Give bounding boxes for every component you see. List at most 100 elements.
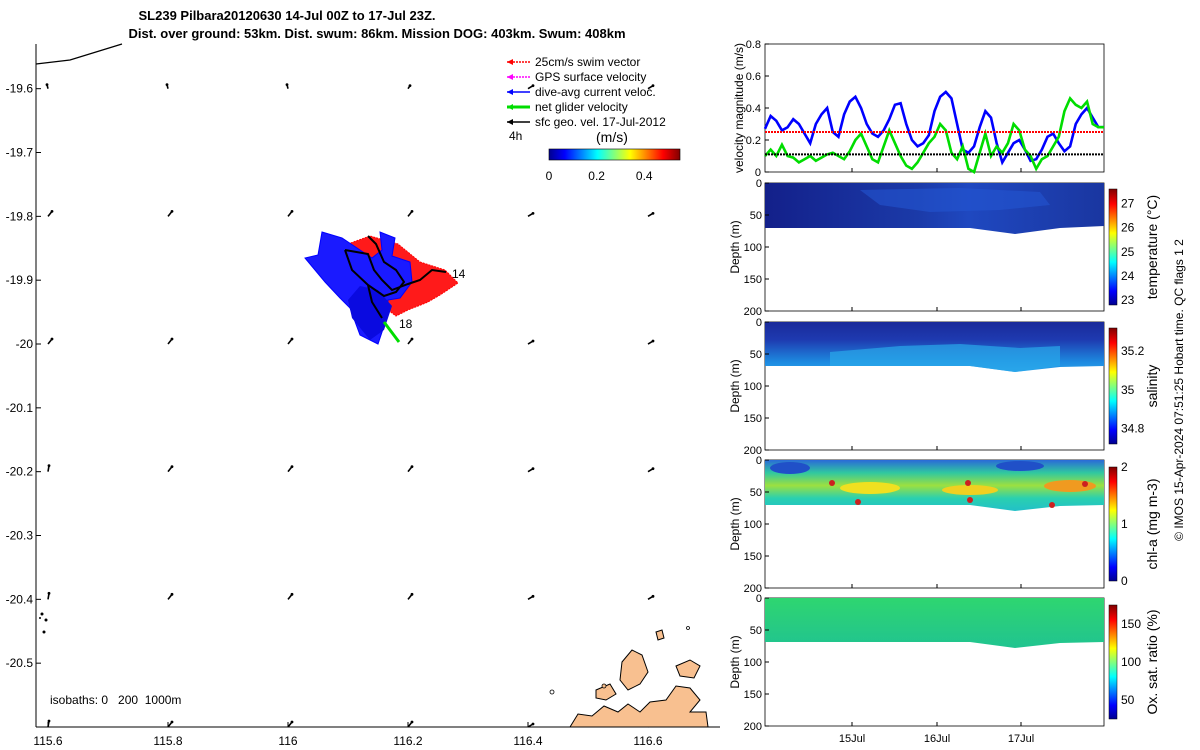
depth-tick-label: 150 <box>744 413 762 425</box>
speed-colorbar-tick: 0.4 <box>636 169 653 183</box>
salinity-panel <box>764 321 1118 451</box>
depth-tick-label: 150 <box>744 274 762 286</box>
colorbar-label: chl-a (mg m-3) <box>1144 478 1160 569</box>
net-glider-velocity-arrow <box>382 321 401 343</box>
geo-velocity-arrowhead <box>165 83 169 87</box>
depth-tick-label: 0 <box>756 178 762 190</box>
geo-velocity-arrowhead <box>170 465 174 469</box>
depth-tick-label: 50 <box>750 487 762 499</box>
depth-axis-label: Depth (m) <box>728 359 742 412</box>
depth-tick-label: 100 <box>744 381 762 393</box>
geo-velocity-arrowhead <box>290 337 294 341</box>
depth-tick-label: 200 <box>744 583 762 595</box>
depth-tick-label: 200 <box>744 445 762 457</box>
velocity-ytick-label: 0 <box>755 167 761 179</box>
depth-axis-label: Depth (m) <box>728 635 742 688</box>
velocity-ytick-label: 0.8 <box>746 39 761 51</box>
velocity-series-line <box>764 96 1104 174</box>
time-tick-label: 16Jul <box>924 733 950 745</box>
chlorophyll-panel <box>764 459 1118 589</box>
geo-velocity-arrowhead <box>290 465 294 469</box>
geo-velocity-arrowhead <box>170 592 174 596</box>
colorbar-label: temperature (°C) <box>1144 195 1160 299</box>
colorbar-tick-label: 1 <box>1121 517 1128 531</box>
depth-tick-label: 50 <box>750 625 762 637</box>
velocity-ylabel: velocity magnitude (m/s) <box>732 43 746 173</box>
temperature-colorbar <box>1108 188 1118 306</box>
map-xtick-label: 116.2 <box>393 734 422 748</box>
temperature-warm-patch <box>860 188 1050 212</box>
colorbar-tick-label: 50 <box>1121 693 1135 707</box>
legend-swatch-head <box>507 89 513 95</box>
colorbar-tick-label: 25 <box>1121 245 1135 259</box>
colorbar-tick-label: 23 <box>1121 293 1135 307</box>
chlorophyll-section <box>765 460 1104 511</box>
geo-velocity-arrowhead <box>410 720 414 724</box>
legend-swatch-head <box>507 119 513 125</box>
geo-velocity-arrowhead <box>531 467 535 471</box>
side-note: © IMOS 15-Apr-2024 07:51:25 Hobart time.… <box>1172 239 1186 541</box>
colorbar-tick-label: 0 <box>1121 574 1128 588</box>
geo-velocity-arrowhead <box>651 467 655 471</box>
depth-tick-label: 0 <box>756 317 762 329</box>
map-xtick-label: 115.8 <box>153 734 182 748</box>
geo-velocity-arrowhead <box>170 209 174 213</box>
depth-tick-label: 150 <box>744 551 762 563</box>
velocity-ytick-label: 0.2 <box>746 135 761 147</box>
geo-velocity-arrowhead <box>47 591 51 595</box>
chlorophyll-colorbar <box>1108 466 1118 582</box>
legend-swatch-head <box>507 104 513 110</box>
geo-velocity-arrowhead <box>651 84 655 88</box>
geo-velocity-arrowhead <box>50 209 54 213</box>
velocity-ytick-label: 0.6 <box>746 71 761 83</box>
colorbar-tick-label: 100 <box>1121 655 1141 669</box>
depth-axis-label: Depth (m) <box>728 497 742 550</box>
track-line <box>344 235 447 319</box>
colorbar-tick-label: 26 <box>1121 221 1135 235</box>
geo-velocity-arrowhead <box>410 592 414 596</box>
track-label-end: 18 <box>399 317 413 331</box>
geo-velocity-arrowhead <box>651 339 655 343</box>
depth-tick-label: 100 <box>744 519 762 531</box>
legend-units: (m/s) <box>596 129 628 145</box>
speed-colorbar-tick: 0.2 <box>588 169 605 183</box>
colorbar-label: Ox. sat. ratio (%) <box>1144 609 1160 714</box>
isobaths-label: isobaths: 0 200 1000m <box>50 693 181 707</box>
geo-velocity-arrows <box>45 83 655 728</box>
geo-velocity-arrowhead <box>531 211 535 215</box>
map-xtick-label: 116 <box>278 734 297 748</box>
map-ytick-label: -20.3 <box>6 529 34 543</box>
depth-tick-label: 50 <box>750 210 762 222</box>
oxygen-colorbar <box>1108 604 1118 720</box>
legend-swatch-head <box>507 59 513 65</box>
map-ytick-label: -20.5 <box>6 656 34 670</box>
depth-tick-label: 200 <box>744 721 762 733</box>
geo-velocity-arrowhead <box>170 720 174 724</box>
map-ytick-label: -19.8 <box>6 209 34 223</box>
velocity-series-line <box>763 90 1104 166</box>
time-tick-label: 15Jul <box>839 733 865 745</box>
map-ytick-label: -20 <box>16 337 34 351</box>
geo-velocity-arrowhead <box>531 594 535 598</box>
temperature-panel <box>764 182 1118 312</box>
chlorophyll-surface-blue <box>770 462 810 474</box>
map-ytick-label: -19.9 <box>6 273 34 287</box>
geo-velocity-arrowhead <box>50 337 54 341</box>
chlorophyll-surface-blue-2 <box>996 461 1044 471</box>
map-ytick-label: -19.7 <box>6 146 34 160</box>
map-xtick-label: 116.6 <box>633 734 662 748</box>
chlorophyll-max-patch-3 <box>1044 480 1096 492</box>
time-tick-label: 17Jul <box>1008 733 1034 745</box>
chlorophyll-max-patch-2 <box>942 485 998 495</box>
geo-velocity-arrowhead <box>410 465 414 469</box>
legend-swatch-head <box>507 74 513 80</box>
track-label-start: 14 <box>452 267 466 281</box>
geo-velocity-arrowhead <box>290 209 294 213</box>
geo-velocity-arrowhead <box>410 337 414 341</box>
velocity-panel: 0 0.2 0.4 0.6 0.8 velocity magnitude (m/s) <box>732 39 1105 179</box>
colorbar-label: salinity <box>1144 365 1160 408</box>
colorbar-tick-label: 34.8 <box>1121 422 1145 436</box>
map-panel: -19.6 -19.7 -19.8 -19.9 -20 -20.1 -20.2 -20.3 -2… <box>6 43 720 748</box>
